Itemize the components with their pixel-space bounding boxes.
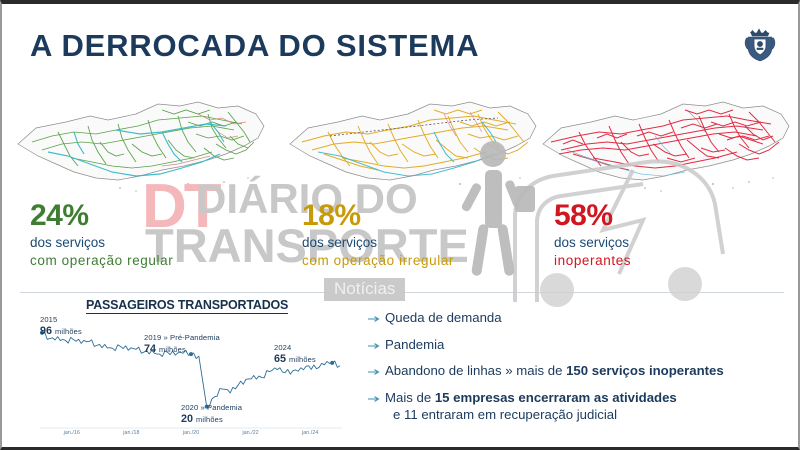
chart-annotation-2019: 2019 » Pré-Pandemia 74 milhões bbox=[144, 333, 220, 356]
map-rio-servicos-regulares bbox=[17, 101, 265, 192]
stat-block-irregular: 18% dos serviços com operação irregular bbox=[302, 200, 454, 270]
annotation-year: 2015 bbox=[40, 315, 58, 324]
arrow-right-icon bbox=[368, 316, 380, 322]
stat-line2-inoperantes: inoperantes bbox=[554, 252, 632, 268]
stat-percent-regular: 24% bbox=[30, 199, 89, 232]
passengers-chart: PASSAGEIROS TRANSPORTADOS 2015 96 milhõe… bbox=[24, 296, 354, 446]
chart-plot-area bbox=[40, 330, 342, 429]
bullet-text: Queda de demanda bbox=[385, 310, 502, 325]
chart-x-tick: jan./24 bbox=[302, 430, 319, 436]
coat-of-arms-icon bbox=[740, 24, 780, 66]
bullet-emphasis: 15 empresas encerraram as atividades bbox=[434, 389, 677, 405]
stat-line2-regular: com operação regular bbox=[30, 252, 174, 268]
annotation-year: 2019 » Pré-Pandemia bbox=[144, 333, 220, 342]
bullet-emphasis: 150 serviços inoperantes bbox=[566, 363, 724, 379]
bullet-subtext: e 11 entraram em recuperação judicial bbox=[393, 407, 618, 423]
section-divider bbox=[20, 292, 784, 293]
stat-line1-irregular: dos serviços bbox=[302, 234, 378, 250]
chart-x-tick: jan./22 bbox=[242, 430, 259, 436]
chart-annotation-2020: 2020 » Pandemia 20 milhões bbox=[181, 403, 243, 426]
chart-x-tick: jan./20 bbox=[182, 430, 200, 436]
stat-block-inoperantes: 58% dos serviços inoperantes bbox=[554, 200, 631, 270]
annotation-value: 96 milhões bbox=[40, 324, 82, 337]
bullet-text: Abandono de linhas » mais de bbox=[385, 363, 567, 379]
chart-x-tick: jan./16 bbox=[63, 430, 80, 436]
stat-percent-irregular: 18% bbox=[302, 199, 361, 232]
arrow-right-icon bbox=[368, 342, 380, 349]
stat-line1-regular: dos serviços bbox=[30, 234, 106, 250]
map-rio-servicos-irregulares bbox=[289, 101, 537, 192]
bullet-text: Mais de bbox=[385, 389, 435, 405]
chart-title: PASSAGEIROS TRANSPORTADOS bbox=[86, 298, 289, 314]
maps-row bbox=[2, 92, 798, 197]
chart-annotation-2015: 2015 96 milhões bbox=[40, 315, 82, 338]
annotation-value: 74 milhões bbox=[144, 342, 186, 355]
bullet-list: Queda de demanda Pandemia Abandono de li… bbox=[368, 309, 788, 433]
bullet-item-4: Mais de 15 empresas encerraram as ativid… bbox=[368, 389, 788, 423]
stat-percent-inoperantes: 58% bbox=[554, 199, 613, 232]
annotation-year: 2020 » Pandemia bbox=[181, 403, 243, 412]
bullet-item-2: Pandemia bbox=[368, 336, 788, 353]
annotation-value: 20 milhões bbox=[181, 412, 223, 425]
chart-x-tick: jan./18 bbox=[123, 430, 140, 436]
annotation-value: 65 milhões bbox=[274, 352, 316, 365]
arrow-right-icon bbox=[368, 396, 380, 402]
map-rio-servicos-inoperantes bbox=[542, 101, 790, 192]
stat-line2-irregular: com operação irregular bbox=[302, 252, 455, 268]
bullet-text: Pandemia bbox=[385, 336, 445, 352]
stat-block-regular: 24% dos serviços com operação regular bbox=[30, 200, 173, 270]
annotation-year: 2024 bbox=[274, 343, 292, 352]
arrow-right-icon bbox=[368, 369, 380, 376]
stat-line1-inoperantes: dos serviços bbox=[554, 234, 630, 250]
bullet-item-3: Abandono de linhas » mais de 150 serviço… bbox=[368, 362, 788, 379]
chart-x-axis-ticks: jan./16 jan./18 jan./20 jan./22 jan./24 bbox=[24, 430, 354, 442]
chart-annotation-2024: 2024 65 milhões bbox=[274, 343, 316, 366]
bullet-item-1: Queda de demanda bbox=[368, 309, 788, 326]
page-title: A DERROCADA DO SISTEMA bbox=[30, 28, 480, 63]
